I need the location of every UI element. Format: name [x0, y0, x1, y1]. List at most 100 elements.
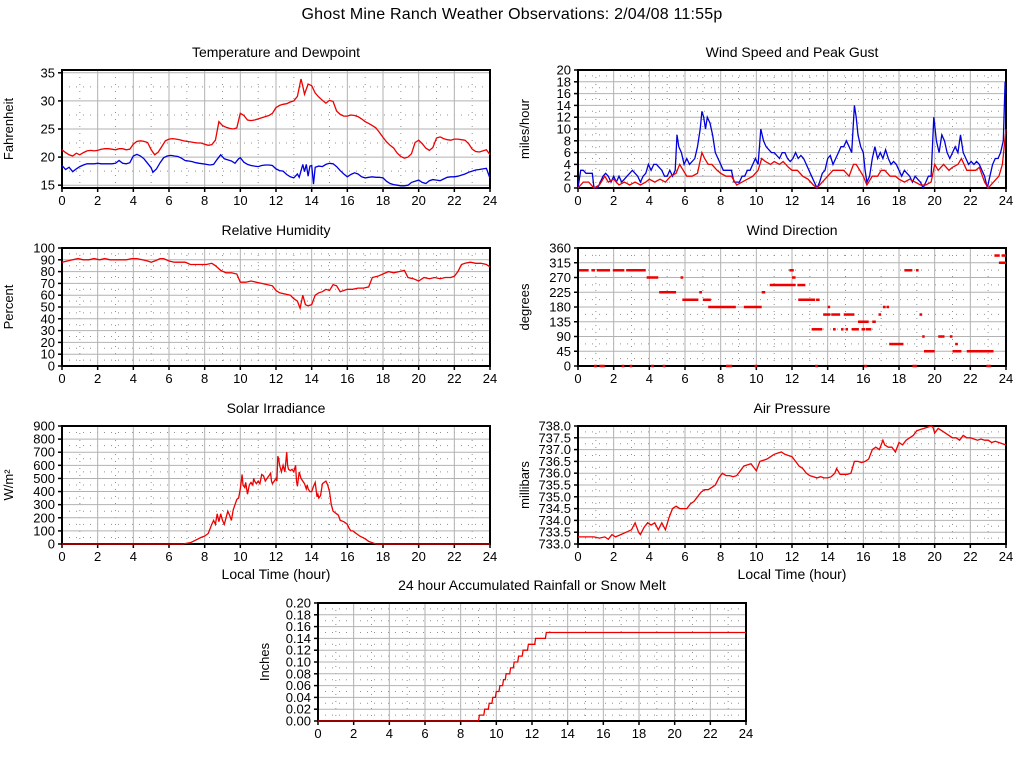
svg-text:40: 40 — [41, 311, 55, 326]
svg-text:10: 10 — [233, 193, 247, 208]
svg-text:2: 2 — [610, 193, 617, 208]
svg-text:12: 12 — [557, 110, 571, 125]
svg-text:2: 2 — [94, 549, 101, 564]
svg-text:733.0: 733.0 — [538, 537, 571, 552]
svg-text:180: 180 — [549, 300, 571, 315]
svg-text:0.16: 0.16 — [286, 619, 311, 634]
svg-text:4: 4 — [646, 193, 653, 208]
svg-text:24: 24 — [739, 726, 753, 741]
svg-text:14: 14 — [820, 193, 834, 208]
svg-text:16: 16 — [856, 549, 870, 564]
svg-text:45: 45 — [557, 344, 571, 359]
svg-text:12: 12 — [785, 193, 799, 208]
svg-text:4: 4 — [130, 371, 137, 386]
svg-text:0.14: 0.14 — [286, 631, 311, 646]
y-axis-label: Percent — [1, 284, 16, 329]
svg-text:35: 35 — [41, 65, 55, 80]
svg-text:18: 18 — [376, 371, 390, 386]
svg-text:14: 14 — [820, 549, 834, 564]
svg-text:800: 800 — [33, 432, 55, 447]
svg-text:8: 8 — [457, 726, 464, 741]
svg-text:12: 12 — [269, 193, 283, 208]
svg-text:733.5: 733.5 — [538, 525, 571, 540]
svg-text:18: 18 — [557, 74, 571, 89]
svg-text:60: 60 — [41, 288, 55, 303]
svg-text:16: 16 — [340, 549, 354, 564]
svg-text:4: 4 — [130, 193, 137, 208]
svg-text:0: 0 — [564, 181, 571, 196]
svg-text:20: 20 — [557, 63, 571, 78]
svg-text:135: 135 — [549, 314, 571, 329]
svg-text:8: 8 — [564, 133, 571, 148]
chart-solar-irradiance: Solar Irradiance W/m² 0 100 200 300 400 500 60… — [0, 400, 500, 582]
svg-text:0.12: 0.12 — [286, 643, 311, 658]
svg-text:0.18: 0.18 — [286, 607, 311, 622]
svg-text:50: 50 — [41, 300, 55, 315]
svg-text:10: 10 — [233, 549, 247, 564]
svg-text:0.00: 0.00 — [286, 714, 311, 729]
svg-text:20: 20 — [927, 193, 941, 208]
svg-text:2: 2 — [610, 371, 617, 386]
svg-text:6: 6 — [681, 549, 688, 564]
y-axis-label: degrees — [517, 283, 532, 330]
svg-text:16: 16 — [340, 193, 354, 208]
svg-text:0: 0 — [574, 193, 581, 208]
y-axis-label: millibars — [517, 461, 532, 509]
y-axis-label: W/m² — [1, 469, 16, 501]
chart-accumulated-rainfall: 24 hour Accumulated Rainfall or Snow Mel… — [256, 577, 756, 741]
page-title: Ghost Mine Ranch Weather Observations: 2… — [301, 6, 723, 23]
svg-text:736.5: 736.5 — [538, 454, 571, 469]
svg-text:735.0: 735.0 — [538, 489, 571, 504]
svg-text:10: 10 — [557, 122, 571, 137]
svg-text:14: 14 — [820, 371, 834, 386]
svg-text:4: 4 — [564, 157, 571, 172]
svg-text:0: 0 — [564, 359, 571, 374]
svg-text:20: 20 — [41, 335, 55, 350]
svg-text:735.5: 735.5 — [538, 478, 571, 493]
svg-text:200: 200 — [33, 510, 55, 525]
svg-text:100: 100 — [33, 241, 55, 256]
svg-text:70: 70 — [41, 276, 55, 291]
svg-text:20: 20 — [927, 549, 941, 564]
svg-text:24: 24 — [999, 371, 1013, 386]
svg-text:2: 2 — [350, 726, 357, 741]
svg-text:12: 12 — [269, 549, 283, 564]
svg-text:225: 225 — [549, 285, 571, 300]
chart-title: Wind Speed and Peak Gust — [705, 44, 879, 60]
svg-text:736.0: 736.0 — [538, 466, 571, 481]
air-pressure-plot: millibars 733.0733.5734.0734.5735.0735.5… — [517, 419, 1013, 565]
chart-air-pressure: Air Pressure millibars 733.0 733.5 734.0 73… — [516, 400, 1016, 582]
svg-text:20: 20 — [411, 549, 425, 564]
svg-text:15: 15 — [41, 178, 55, 193]
svg-text:0.02: 0.02 — [286, 702, 311, 717]
svg-text:18: 18 — [892, 371, 906, 386]
svg-text:14: 14 — [304, 549, 318, 564]
svg-text:16: 16 — [557, 86, 571, 101]
svg-text:12: 12 — [269, 371, 283, 386]
svg-text:2: 2 — [564, 169, 571, 184]
svg-text:22: 22 — [447, 371, 461, 386]
y-axis-label: Fahrenheit — [1, 98, 16, 161]
svg-text:738.0: 738.0 — [538, 419, 571, 434]
svg-text:734.5: 734.5 — [538, 501, 571, 516]
svg-text:14: 14 — [557, 98, 571, 113]
svg-text:10: 10 — [749, 549, 763, 564]
svg-text:4: 4 — [646, 549, 653, 564]
svg-text:0: 0 — [574, 371, 581, 386]
svg-text:20: 20 — [411, 371, 425, 386]
svg-text:0: 0 — [58, 371, 65, 386]
svg-text:22: 22 — [447, 549, 461, 564]
svg-text:6: 6 — [681, 193, 688, 208]
chart-title: 24 hour Accumulated Rainfall or Snow Mel… — [398, 577, 666, 593]
chart-title: Temperature and Dewpoint — [191, 44, 361, 60]
svg-text:8: 8 — [717, 549, 724, 564]
svg-text:0: 0 — [58, 549, 65, 564]
svg-text:22: 22 — [703, 726, 717, 741]
svg-text:16: 16 — [340, 371, 354, 386]
x-axis-label: Local Time (hour) — [221, 566, 331, 582]
svg-text:6: 6 — [165, 193, 172, 208]
svg-text:24: 24 — [483, 549, 497, 564]
